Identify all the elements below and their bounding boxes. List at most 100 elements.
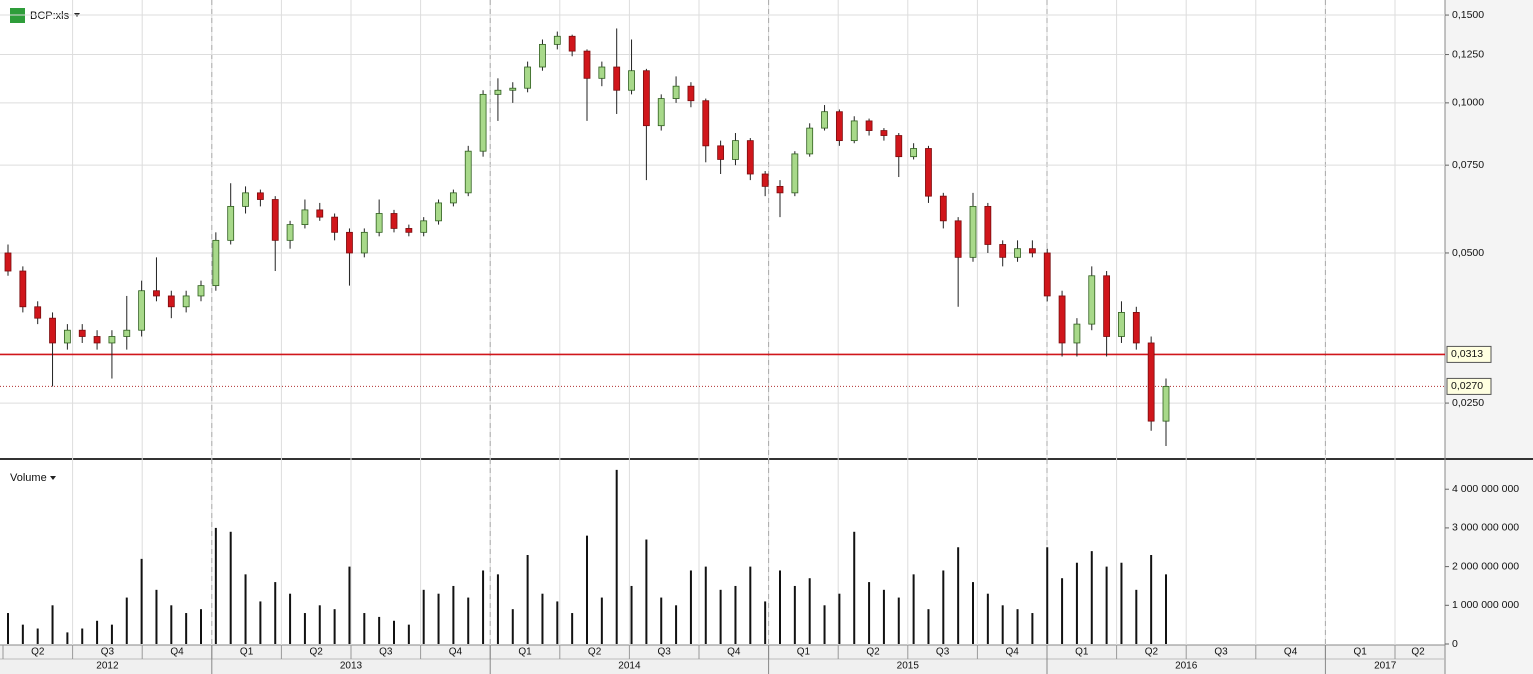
year-label: 2015 xyxy=(897,661,920,672)
candle-body xyxy=(865,120,873,131)
volume-bar xyxy=(764,601,767,644)
y-tick-label: 0,1250 xyxy=(1452,48,1484,60)
volume-bar xyxy=(897,597,900,644)
volume-bar xyxy=(823,605,826,644)
volume-bar xyxy=(289,593,292,644)
candle-body xyxy=(19,270,27,308)
quarter-label: Q3 xyxy=(101,647,115,658)
volume-bar xyxy=(808,578,811,644)
volume-bar xyxy=(734,585,737,644)
volume-bar xyxy=(1075,562,1078,644)
candle-body xyxy=(1058,295,1066,344)
candle-body xyxy=(1103,275,1111,337)
candle-body xyxy=(1118,312,1125,337)
volume-bar xyxy=(1090,551,1093,644)
candle-body xyxy=(539,43,546,68)
candle-body xyxy=(494,89,502,95)
quarter-label: Q3 xyxy=(936,647,950,658)
volume-title[interactable]: Volume xyxy=(10,472,47,484)
level-label-box xyxy=(1446,345,1492,363)
candle-body xyxy=(657,98,665,127)
candle-body xyxy=(954,220,962,258)
quarter-label: Q4 xyxy=(727,647,741,658)
volume-bar xyxy=(333,609,336,644)
quarter-label: Q2 xyxy=(1411,647,1425,658)
volume-bar xyxy=(660,597,663,644)
level-label-box xyxy=(1446,377,1492,395)
candle-body xyxy=(568,35,576,52)
y-tick-label: 0,1500 xyxy=(1452,9,1484,21)
volume-bar xyxy=(200,609,202,644)
volume-bar xyxy=(1120,562,1123,644)
candle-body xyxy=(301,209,309,225)
candle-body xyxy=(271,199,279,241)
candle-body xyxy=(776,185,784,194)
volume-bar xyxy=(125,597,128,644)
volume-bar xyxy=(378,616,381,644)
candle-body xyxy=(642,70,650,127)
y-tick-label: 0,0750 xyxy=(1452,159,1484,171)
candle-body xyxy=(63,329,71,344)
candle-body xyxy=(999,244,1007,258)
axis-panel xyxy=(1445,0,1533,674)
candle-body xyxy=(108,336,116,344)
candle-body xyxy=(286,224,294,241)
volume-bar xyxy=(630,585,633,644)
candle-body xyxy=(197,285,205,297)
volume-bar xyxy=(155,589,158,644)
candle-body xyxy=(449,192,457,204)
candle-body xyxy=(628,70,635,91)
candle-body xyxy=(212,239,220,287)
candle-body xyxy=(49,317,56,344)
candle-body xyxy=(1073,323,1081,344)
candle-body xyxy=(702,100,710,147)
quarter-label: Q4 xyxy=(170,647,184,658)
y-tick-label: 0,1000 xyxy=(1452,97,1484,109)
candle-body xyxy=(553,35,561,45)
volume-bar xyxy=(482,570,485,644)
volume-bar xyxy=(348,566,351,644)
candle-body xyxy=(806,127,814,155)
candle-body xyxy=(242,192,249,207)
quarter-label: Q4 xyxy=(449,647,463,658)
candle-body xyxy=(316,209,324,218)
volume-bar xyxy=(407,624,410,644)
quarter-label: Q3 xyxy=(1214,647,1228,658)
volume-bar xyxy=(689,570,692,644)
volume-bar xyxy=(244,574,247,644)
volume-bar xyxy=(972,582,974,644)
volume-bar xyxy=(526,555,529,644)
candle-body xyxy=(1043,252,1051,297)
candle-body xyxy=(464,150,472,194)
quarter-label: Q4 xyxy=(1006,647,1020,658)
volume-bar xyxy=(541,593,544,644)
candle-body xyxy=(939,195,947,222)
candle-body xyxy=(93,336,101,344)
volume-bar xyxy=(1031,613,1034,644)
candle-body xyxy=(78,329,86,337)
y-tick-label: 0,0250 xyxy=(1452,397,1484,409)
candle-body xyxy=(583,50,591,79)
volume-bar xyxy=(675,605,678,644)
candle-body xyxy=(524,66,532,89)
dropdown-arrow[interactable] xyxy=(50,476,56,480)
volume-bar xyxy=(21,624,24,644)
volume-bar xyxy=(96,620,99,644)
quarter-label: Q2 xyxy=(1145,647,1159,658)
candle-body xyxy=(850,120,858,142)
symbol-title[interactable]: BCP:xls xyxy=(30,10,70,22)
candle-body xyxy=(227,205,235,241)
year-label: 2013 xyxy=(340,661,363,672)
candle-body xyxy=(598,66,606,79)
volume-bar xyxy=(779,570,781,644)
volume-bar xyxy=(452,585,455,644)
volume-bar xyxy=(36,628,39,644)
volume-bar xyxy=(214,527,217,644)
volume-bar xyxy=(719,589,722,644)
candle-body xyxy=(182,295,190,308)
volume-bar xyxy=(393,620,395,644)
candle-body xyxy=(672,85,680,99)
candle-body xyxy=(479,93,487,152)
candle-body xyxy=(835,111,843,142)
